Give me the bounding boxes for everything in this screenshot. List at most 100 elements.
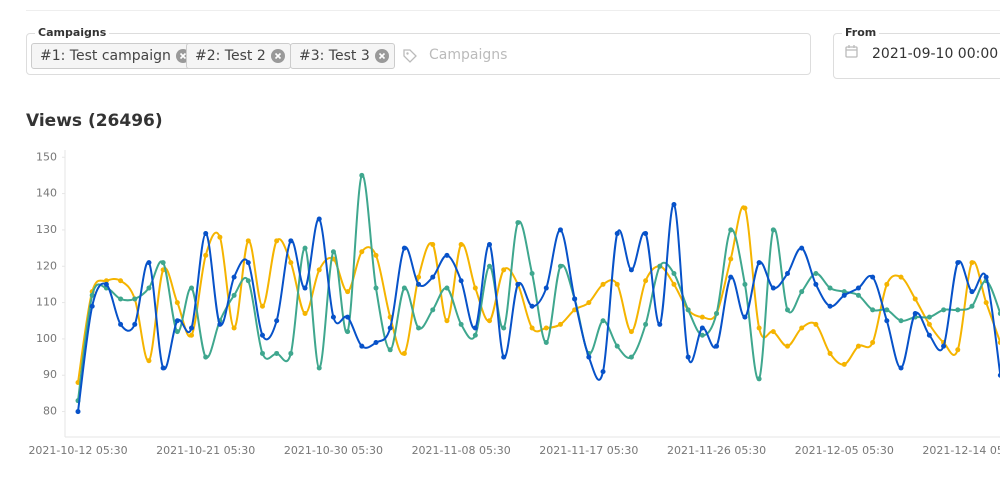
point — [458, 321, 464, 327]
point — [288, 260, 294, 266]
chip-remove[interactable] — [374, 48, 390, 64]
point — [444, 252, 450, 258]
point — [983, 274, 989, 280]
point — [600, 318, 606, 324]
point — [203, 231, 209, 237]
point — [756, 325, 762, 331]
point — [756, 376, 762, 382]
point — [855, 285, 861, 291]
point — [174, 318, 180, 324]
point — [132, 321, 138, 327]
point — [529, 303, 535, 309]
point — [316, 365, 322, 371]
point — [302, 310, 308, 316]
point — [345, 329, 351, 335]
point — [614, 281, 620, 287]
point — [458, 241, 464, 247]
campaign-chip[interactable]: #2: Test 2 — [186, 43, 291, 69]
point — [274, 238, 280, 244]
point — [231, 292, 237, 298]
point — [487, 318, 493, 324]
point — [472, 285, 478, 291]
point — [785, 307, 790, 313]
point — [245, 238, 251, 244]
point — [799, 325, 805, 331]
chip-text: #3: Test 3 — [299, 48, 370, 64]
point — [345, 289, 351, 295]
point — [302, 245, 308, 251]
point — [714, 343, 720, 349]
point — [742, 281, 748, 287]
y-tick-label: 80 — [43, 405, 57, 418]
point — [870, 340, 876, 346]
point — [458, 278, 464, 284]
point — [643, 231, 649, 237]
point — [373, 340, 379, 346]
point — [614, 343, 620, 349]
point — [557, 321, 563, 327]
from-input[interactable]: 2021-09-10 00:00 — [833, 33, 1000, 79]
point — [89, 303, 95, 309]
point — [898, 365, 904, 371]
point — [997, 372, 1000, 378]
point — [728, 227, 734, 233]
point — [160, 260, 166, 266]
point — [714, 310, 720, 316]
point — [600, 281, 606, 287]
point — [628, 267, 634, 273]
point — [969, 260, 975, 266]
point — [330, 314, 336, 320]
point — [543, 325, 549, 331]
point — [501, 267, 507, 273]
point — [586, 354, 592, 360]
point — [118, 296, 124, 302]
point — [628, 354, 634, 360]
point — [444, 318, 450, 324]
point — [75, 409, 81, 415]
point — [870, 307, 876, 313]
point — [259, 332, 265, 338]
point — [543, 340, 549, 346]
point — [487, 241, 493, 247]
point — [870, 274, 876, 280]
x-tick-label: 2021-11-17 05:30 — [539, 444, 638, 457]
point — [430, 274, 436, 280]
point — [416, 281, 422, 287]
point — [912, 310, 918, 316]
point — [472, 325, 478, 331]
x-tick-label: 2021-12-14 05:30 — [922, 444, 1000, 457]
divider — [26, 10, 1000, 11]
campaigns-label: Campaigns — [35, 26, 110, 39]
point — [189, 332, 195, 338]
point — [813, 321, 819, 327]
point — [529, 325, 535, 331]
placeholder: Campaigns — [429, 47, 508, 63]
point — [89, 292, 95, 298]
campaigns-input[interactable]: #1: Test campaign #2: Test 2 #3: Test 3 … — [26, 33, 811, 75]
point — [898, 318, 904, 324]
series-line — [77, 174, 1000, 401]
point — [430, 307, 436, 313]
point — [799, 245, 805, 251]
point — [189, 285, 195, 291]
point — [884, 281, 890, 287]
point — [969, 303, 975, 309]
point — [756, 260, 762, 266]
point — [288, 238, 294, 244]
point — [501, 354, 507, 360]
calendar-icon — [845, 45, 858, 58]
point — [387, 325, 393, 331]
chip-remove[interactable] — [270, 48, 286, 64]
point — [259, 350, 265, 356]
point — [884, 307, 890, 313]
point — [274, 318, 280, 324]
point — [401, 350, 407, 356]
point — [472, 332, 478, 338]
point — [770, 285, 776, 291]
from-label: From — [842, 26, 880, 39]
y-tick-label: 150 — [36, 150, 57, 163]
point — [515, 220, 521, 226]
point — [742, 205, 748, 211]
campaign-chip[interactable]: #3: Test 3 — [290, 43, 395, 69]
